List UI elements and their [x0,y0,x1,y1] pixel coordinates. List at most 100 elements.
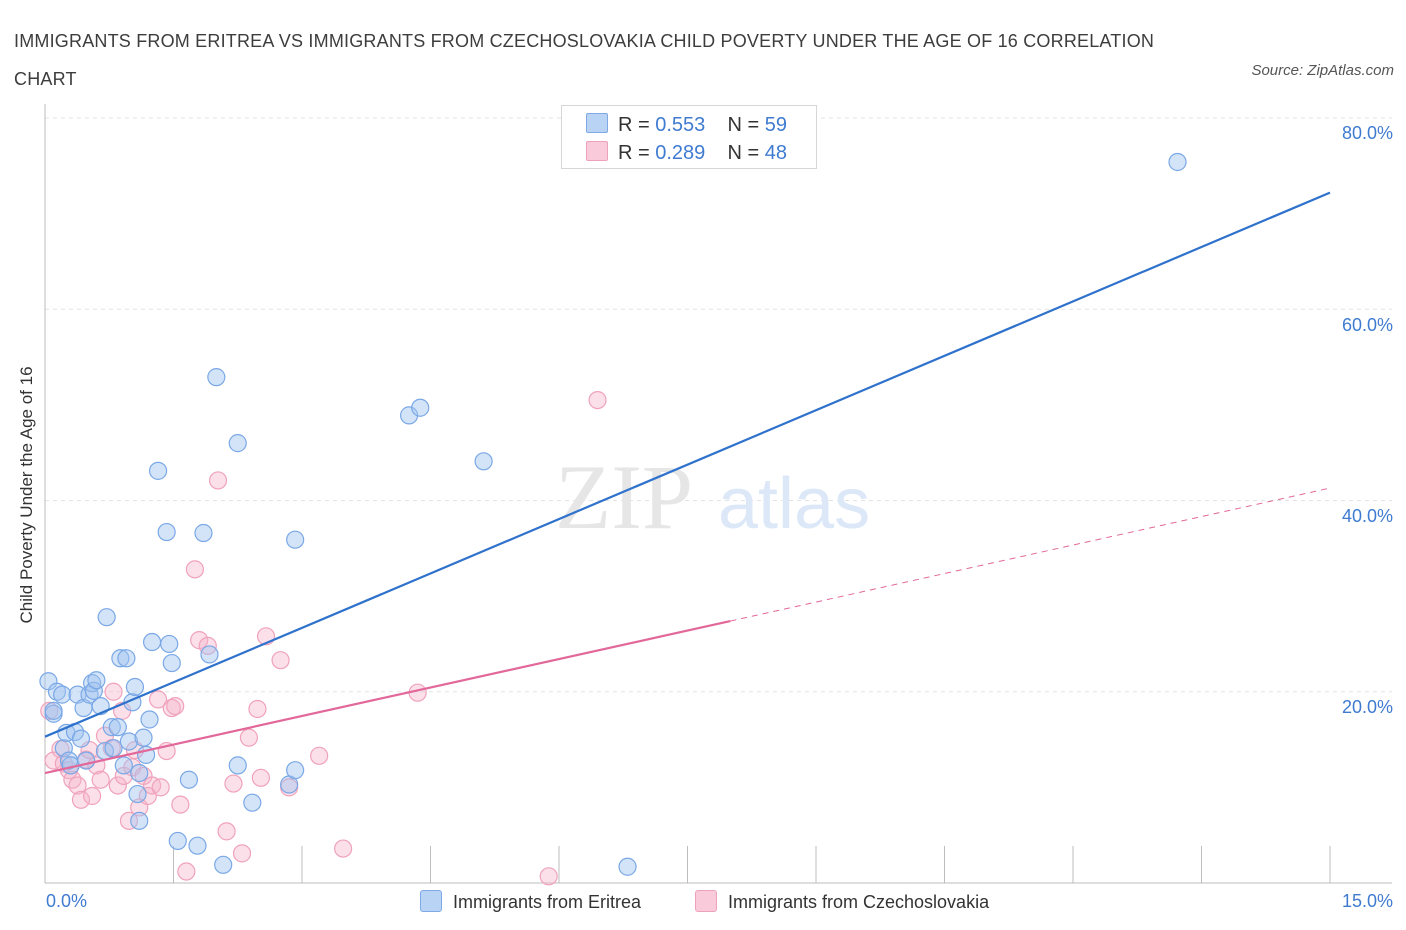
data-point [214,855,233,874]
data-point [134,728,153,747]
data-point [200,645,219,664]
data-point [207,368,226,387]
data-point [239,728,258,747]
data-point [208,471,228,490]
data-point [83,786,102,806]
data-point [117,649,136,668]
data-point [286,530,305,549]
r-value: 0.289 [655,142,706,164]
data-point [160,634,179,654]
data-point [171,795,190,814]
data-point [71,790,91,809]
legend-row-czechoslovakia: R = 0.289 N = 48 [586,141,787,165]
data-point [44,701,63,720]
data-point [87,671,106,690]
legend-label: Immigrants from Eritrea [453,892,642,912]
data-point [119,732,139,751]
legend-item-eritrea[interactable]: Immigrants from Eritrea [420,890,641,913]
data-point [194,523,213,543]
data-point [125,677,145,697]
source-label: Source: ZipAtlas.com [1251,62,1394,79]
data-point [243,793,262,812]
data-point [310,746,329,765]
legend-row-eritrea: R = 0.553 N = 59 [586,113,787,137]
data-point [334,839,353,858]
data-point [53,685,72,704]
legend-item-czechoslovakia[interactable]: Immigrants from Czechoslovakia [695,890,989,913]
data-point [148,690,168,709]
data-point [77,751,96,770]
data-point [179,770,199,789]
legend-label: Immigrants from Czechoslovakia [728,892,990,912]
trend-line-dashed [730,487,1331,622]
r-value: 0.553 [655,114,706,136]
x-tick-label: 15.0% [1341,891,1393,911]
y-tick-label: 80.0% [1341,123,1393,143]
data-point [130,811,149,830]
data-point [97,608,116,627]
data-point [228,434,247,453]
data-point [108,718,127,737]
data-point [286,761,305,780]
trend-line-solid [44,191,1331,738]
axes [44,104,1392,884]
data-point [142,632,162,652]
data-point [588,390,607,410]
data-point [1168,152,1187,172]
n-label: N = [727,114,760,136]
data-point [102,718,121,737]
data-point [248,699,267,719]
trend-line-solid [44,619,731,775]
data-point [224,774,243,793]
data-point [151,778,170,797]
legend-swatch-pink [695,890,717,912]
r-label: R = [618,114,650,136]
trend-lines [44,191,1331,775]
legend-swatch-pink [586,141,608,161]
r-label: R = [618,142,650,164]
chart-title: IMMIGRANTS FROM ERITREA VS IMMIGRANTS FR… [14,31,1155,89]
data-point [104,739,123,758]
data-point [63,770,82,789]
stats-legend: R = 0.553 N = 59 R = 0.289 N = 48 [561,105,817,169]
data-point [618,857,637,876]
data-point [162,653,181,673]
y-tick-label: 60.0% [1341,315,1393,335]
x-tick-label: 0.0% [46,891,88,911]
data-point [130,763,149,783]
data-point [217,822,236,841]
data-point [168,831,187,851]
data-point [108,776,127,795]
data-point [271,651,290,670]
data-point [166,696,185,716]
watermark-atlas: atlas [718,464,870,544]
data-point [114,756,133,775]
data-point [84,681,103,700]
data-point [104,682,123,701]
data-point [128,784,147,804]
data-point [140,710,159,729]
data-point [47,682,67,701]
data-point [232,844,252,863]
data-point [44,751,63,770]
data-point [251,768,270,787]
data-point [177,862,196,881]
legend-swatch-blue [420,890,442,912]
n-label: N = [727,142,760,164]
data-point [68,776,87,795]
data-point [157,522,176,542]
data-point [411,398,430,417]
data-point [185,560,205,579]
series-czechoslovakia-points [40,390,607,886]
data-point [148,461,168,480]
data-point [91,770,110,789]
y-tick-label: 20.0% [1341,697,1393,717]
data-point [539,867,558,886]
watermark-zip: ZIP [555,446,693,548]
n-value: 59 [764,114,788,136]
data-point [71,729,91,748]
data-point [111,649,130,668]
y-tick-label: 40.0% [1341,506,1393,526]
data-point [228,756,247,775]
